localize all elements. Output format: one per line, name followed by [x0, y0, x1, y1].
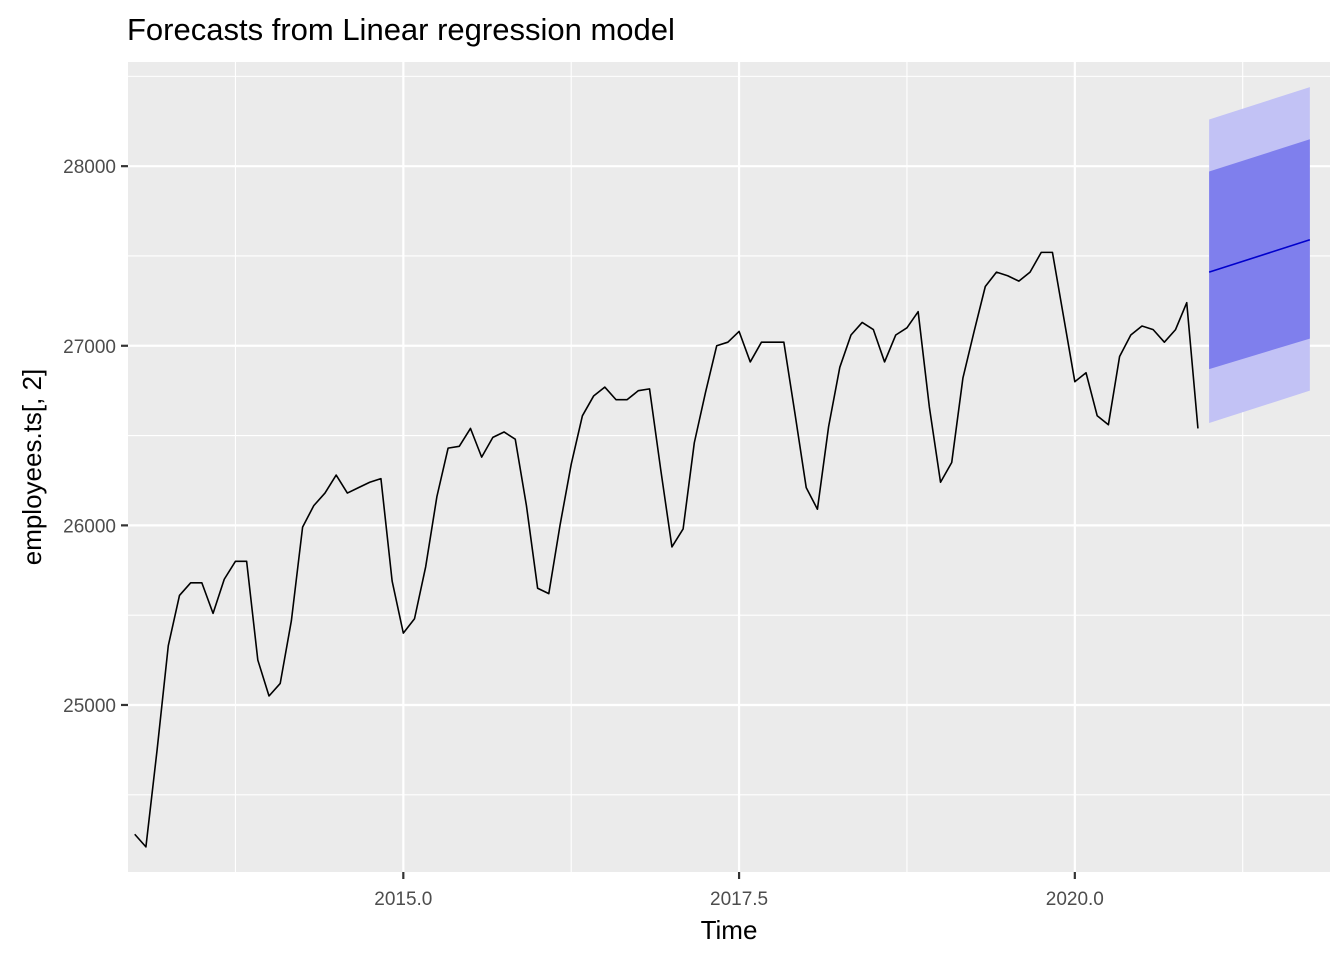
minor-gridlines	[128, 62, 1330, 872]
x-tick-label: 2017.5	[710, 889, 768, 910]
major-gridlines	[128, 62, 1330, 872]
observed-series-line	[134, 251, 1199, 848]
series-lines	[134, 239, 1311, 848]
y-tick-label: 26000	[63, 516, 116, 537]
y-axis-title: employees.ts[, 2]	[17, 369, 47, 566]
y-tick-label: 27000	[63, 337, 116, 358]
x-tick-label: 2020.0	[1046, 889, 1104, 910]
x-tick-label: 2015.0	[374, 889, 432, 910]
y-tick-label: 25000	[63, 696, 116, 717]
prediction-intervals	[1209, 87, 1310, 423]
axis-ticks: 2015.0 2017.5 2020.0 25000 26000 27000 28000	[63, 157, 1104, 910]
y-tick-label: 28000	[63, 157, 116, 178]
forecast-band-80	[1209, 139, 1310, 370]
chart-title: Forecasts from Linear regression model	[127, 12, 675, 47]
plot-panel	[128, 62, 1330, 872]
x-axis-title: Time	[701, 915, 758, 945]
forecast-mean-line	[1208, 239, 1311, 273]
